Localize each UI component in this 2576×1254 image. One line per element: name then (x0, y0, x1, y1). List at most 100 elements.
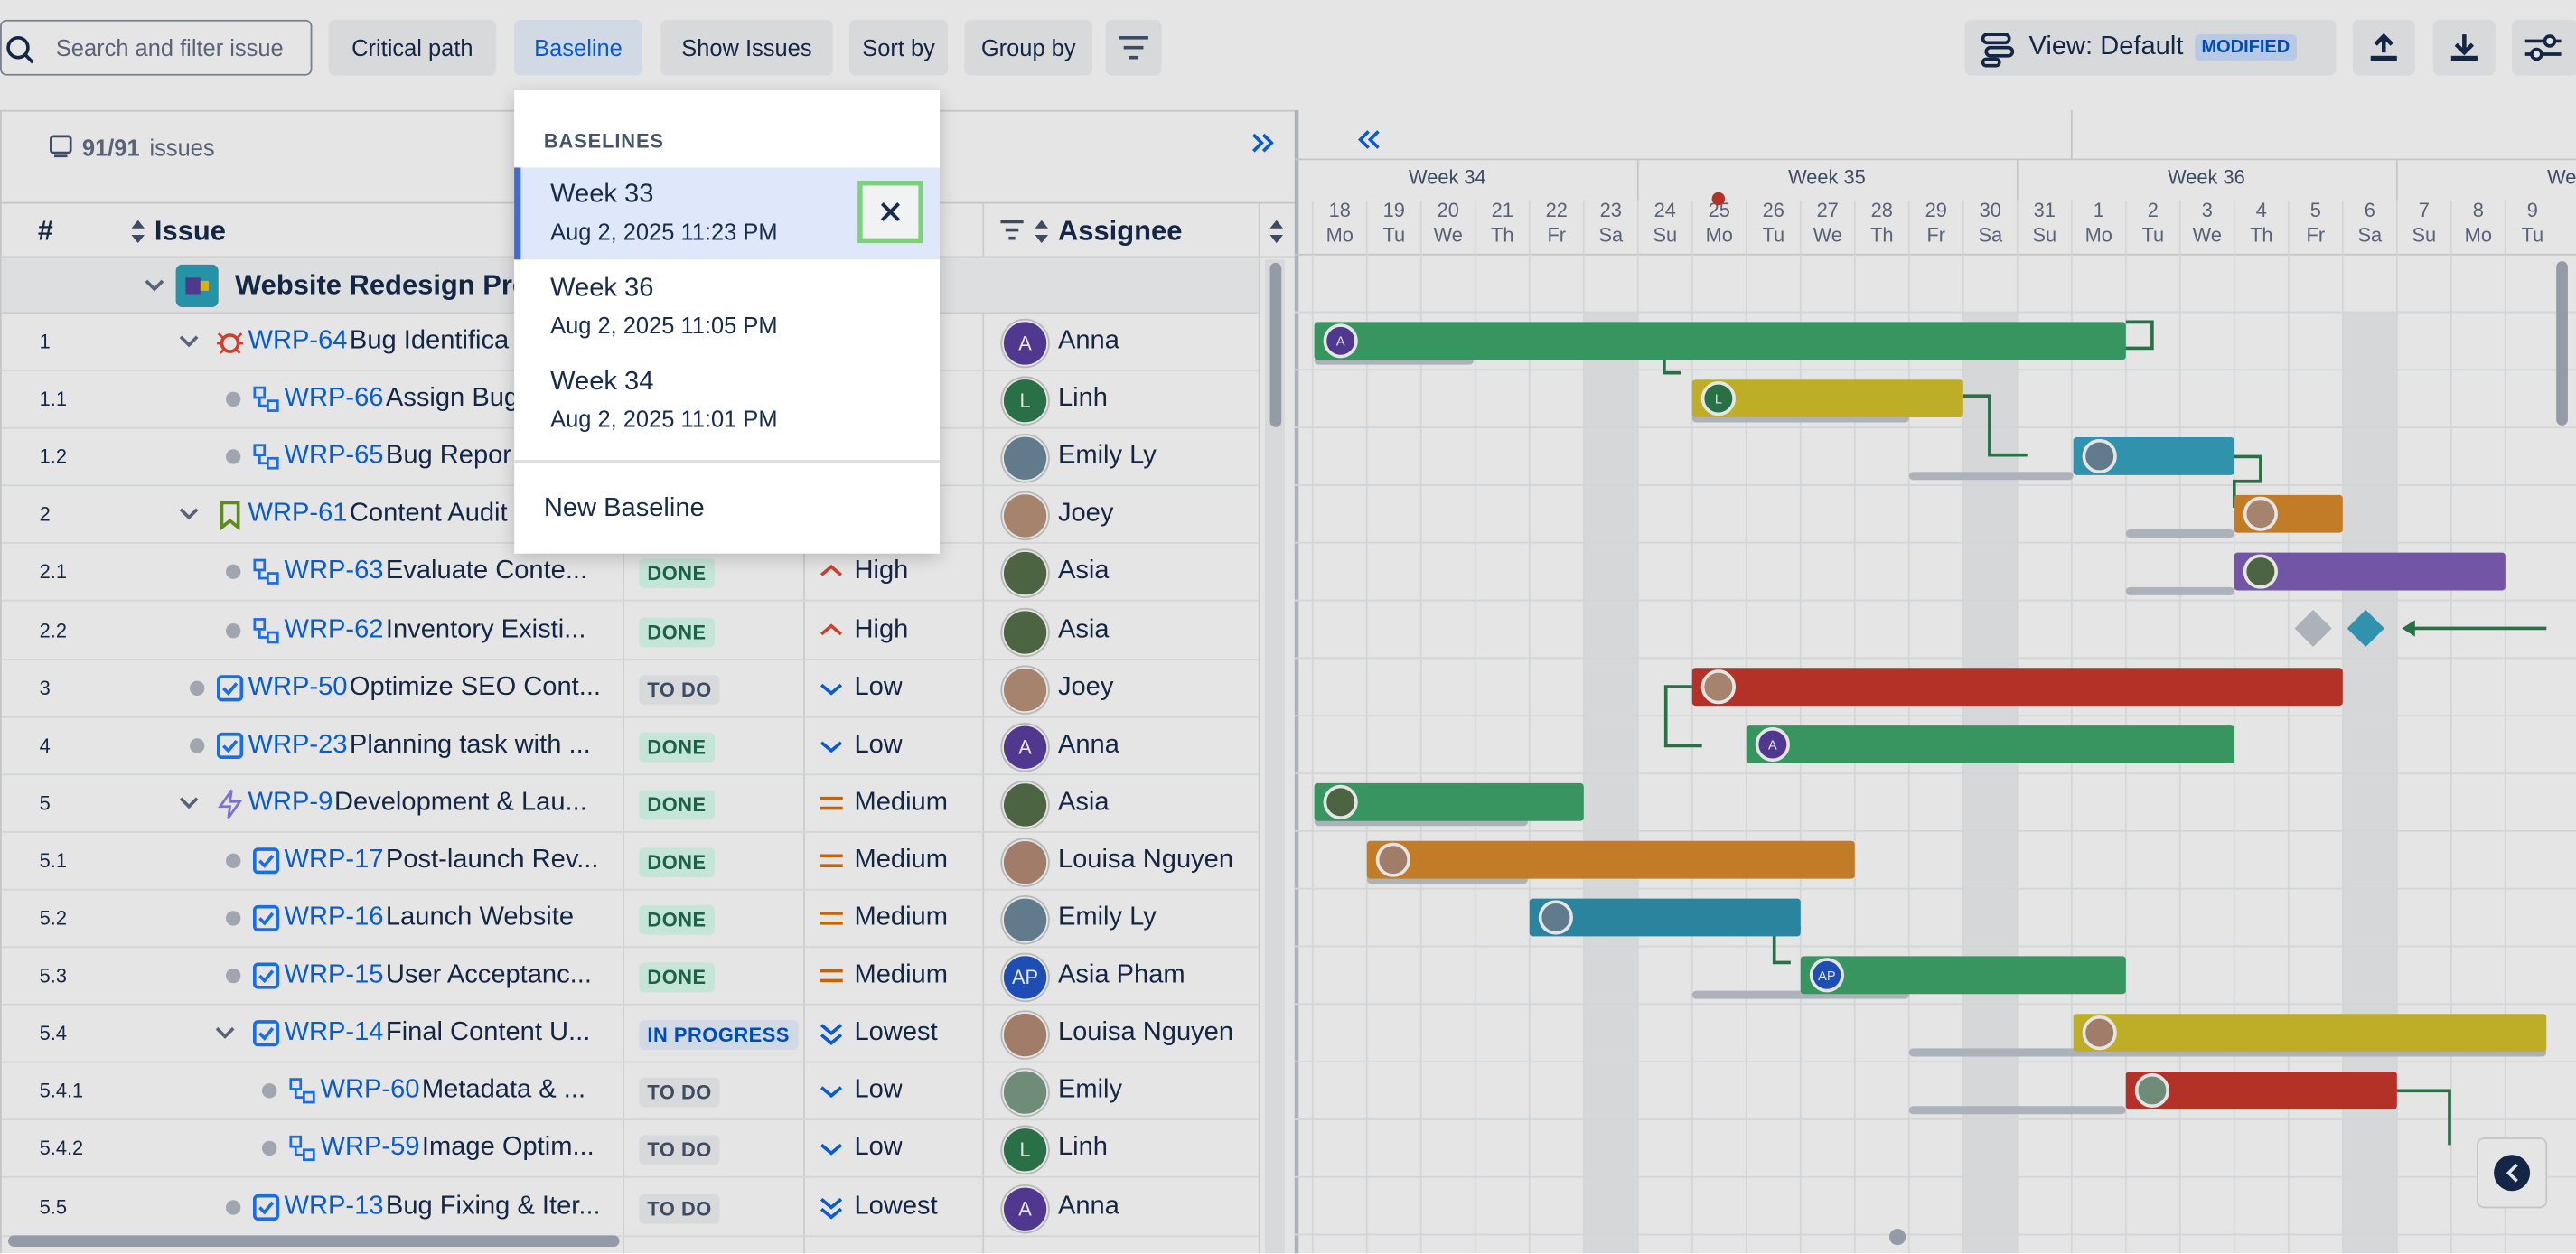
column-issue[interactable]: Issue (154, 215, 226, 247)
issue-row[interactable]: 1.1 WRP-66 Assign Bug L Linh (1, 371, 1259, 429)
assignee[interactable]: Emily Ly (1057, 903, 1157, 931)
issue-key[interactable]: WRP-62 (284, 614, 384, 643)
issue-key[interactable]: WRP-9 (248, 788, 333, 817)
priority: Medium (854, 903, 948, 931)
issue-row[interactable]: 5.4.1 WRP-60 Metadata & ... TO DO Low Emily (1, 1063, 1259, 1121)
issue-key[interactable]: WRP-66 (284, 384, 384, 413)
status-badge[interactable]: DONE (639, 962, 715, 993)
search-box[interactable]: Search and filter issue (0, 19, 313, 76)
column-assignee[interactable]: Assignee (1057, 215, 1183, 247)
issue-title[interactable]: Bug Identifica (349, 326, 510, 355)
status-badge[interactable]: DONE (639, 732, 715, 763)
assignee[interactable]: Asia Pham (1057, 960, 1185, 989)
row-number: 2.2 (39, 618, 67, 642)
issue-key[interactable]: WRP-64 (248, 326, 348, 355)
issue-key[interactable]: WRP-65 (284, 442, 384, 471)
status-badge[interactable]: DONE (639, 790, 715, 819)
import-button[interactable] (2432, 19, 2496, 76)
issue-title[interactable]: Planning task with ... (349, 730, 591, 759)
issue-title[interactable]: Post-launch Rev... (385, 846, 599, 875)
assignee[interactable]: Louisa Nguyen (1057, 846, 1234, 875)
issue-title[interactable]: Launch Website (385, 903, 575, 931)
issue-title[interactable]: Inventory Existi... (385, 614, 586, 643)
issue-row[interactable]: 5.5 WRP-13 Bug Fixing & Iter... TO DO Lowest… (1, 1179, 1259, 1237)
status-badge[interactable]: TO DO (639, 1136, 720, 1165)
issue-row[interactable]: 4 WRP-23 Planning task with ... DONE Low A Ann… (1, 717, 1259, 775)
issue-key[interactable]: WRP-60 (320, 1076, 420, 1105)
assignee[interactable]: Anna (1057, 326, 1119, 355)
issue-row[interactable]: 1 WRP-64 Bug Identifica A Anna (1, 314, 1259, 372)
assignee[interactable]: Asia (1057, 557, 1110, 586)
assignee[interactable]: Joey (1057, 500, 1114, 529)
toolbar-button[interactable]: Baseline (514, 19, 642, 76)
toolbar-button[interactable]: Group by (964, 19, 1093, 76)
status-badge[interactable]: TO DO (639, 674, 720, 705)
issue-key[interactable]: WRP-15 (284, 960, 384, 989)
status-badge[interactable]: TO DO (639, 1193, 720, 1223)
issue-key[interactable]: WRP-17 (284, 846, 384, 875)
filter-button[interactable] (1105, 19, 1162, 76)
view-selector[interactable]: View: Default MODIFIED (1964, 19, 2337, 76)
toolbar-button[interactable]: Critical path (328, 19, 497, 76)
status-badge[interactable]: IN PROGRESS (639, 1020, 799, 1051)
baseline-item[interactable]: Week 36 Aug 2, 2025 11:05 PM (514, 261, 940, 353)
assignee[interactable]: Louisa Nguyen (1057, 1018, 1234, 1047)
issue-title[interactable]: User Acceptanc... (385, 960, 592, 989)
assignee[interactable]: Asia (1057, 788, 1110, 817)
status-badge[interactable]: DONE (639, 616, 715, 647)
export-button[interactable] (2352, 19, 2415, 76)
issue-key[interactable]: WRP-14 (284, 1018, 384, 1047)
issue-title[interactable]: Development & Lau... (334, 788, 587, 817)
baseline-item[interactable]: Week 34 Aug 2, 2025 11:01 PM (514, 355, 940, 447)
avatar (1002, 435, 1049, 482)
issue-title[interactable]: Final Content U... (385, 1018, 591, 1047)
issue-row[interactable]: 5 WRP-9 Development & Lau... DONE Medium Asia (1, 775, 1259, 833)
issue-row[interactable]: 3 WRP-50 Optimize SEO Cont... TO DO Low Joey (1, 660, 1259, 718)
status-badge[interactable]: DONE (639, 847, 715, 877)
issue-key[interactable]: WRP-59 (320, 1134, 420, 1163)
issue-title[interactable]: Content Audit (349, 500, 508, 529)
issue-row[interactable]: 2.2 WRP-62 Inventory Existi... DONE High Asia (1, 602, 1259, 660)
baseline-date: Aug 2, 2025 11:23 PM (550, 218, 778, 245)
issue-row[interactable]: 5.3 WRP-15 User Acceptanc... DONE Medium AP As… (1, 948, 1259, 1006)
issue-title[interactable]: Bug Repor (385, 442, 512, 471)
issue-title[interactable]: Assign Bug (385, 384, 520, 413)
baseline-item[interactable]: Week 33 Aug 2, 2025 11:23 PM (514, 167, 941, 260)
issue-row[interactable]: 5.4.2 WRP-59 Image Optim... TO DO Low L Linh (1, 1121, 1259, 1179)
h-scrollbar-thumb[interactable] (8, 1235, 620, 1248)
issue-key[interactable]: WRP-61 (248, 500, 348, 529)
assignee[interactable]: Emily Ly (1057, 442, 1157, 471)
issue-key[interactable]: WRP-16 (284, 903, 384, 931)
week-label: Week 36 (2168, 166, 2245, 189)
issue-key[interactable]: WRP-50 (248, 672, 348, 701)
assignee[interactable]: Asia (1057, 614, 1110, 643)
issue-row[interactable]: 5.4 WRP-14 Final Content U... IN PROGRESS Lo… (1, 1006, 1259, 1063)
issue-key[interactable]: WRP-63 (284, 557, 384, 586)
assignee[interactable]: Joey (1057, 672, 1114, 701)
assignee[interactable]: Anna (1057, 1192, 1119, 1221)
toolbar-button[interactable]: Sort by (849, 19, 949, 76)
assignee[interactable]: Anna (1057, 730, 1119, 759)
assignee[interactable]: Linh (1057, 384, 1108, 413)
delete-baseline-button[interactable] (857, 181, 923, 244)
issue-row[interactable]: 5.1 WRP-17 Post-launch Rev... DONE Medium Lou… (1, 833, 1259, 891)
issue-title[interactable]: Evaluate Conte... (385, 557, 588, 586)
status-badge[interactable]: DONE (639, 558, 715, 589)
status-badge[interactable]: DONE (639, 904, 715, 935)
issue-key[interactable]: WRP-23 (248, 730, 348, 759)
issue-title[interactable]: Metadata & ... (421, 1076, 586, 1105)
issue-title[interactable]: Bug Fixing & Iter... (385, 1192, 601, 1221)
issue-title[interactable]: Image Optim... (421, 1134, 595, 1163)
settings-button[interactable] (2512, 19, 2576, 76)
issue-title[interactable]: Optimize SEO Cont... (349, 672, 601, 701)
issue-key[interactable]: WRP-13 (284, 1192, 384, 1221)
assignee[interactable]: Emily (1057, 1076, 1123, 1105)
scrollbar-thumb[interactable] (1269, 262, 1282, 427)
assignee[interactable]: Linh (1057, 1134, 1108, 1163)
toolbar-button[interactable]: Show Issues (660, 19, 833, 76)
new-baseline[interactable]: New Baseline (543, 494, 705, 523)
issue-row[interactable]: 2.1 WRP-63 Evaluate Conte... DONE High Asia (1, 545, 1259, 603)
status-badge[interactable]: TO DO (639, 1078, 720, 1109)
issue-row[interactable]: 5.2 WRP-16 Launch Website DONE Medium Emily L… (1, 890, 1259, 949)
